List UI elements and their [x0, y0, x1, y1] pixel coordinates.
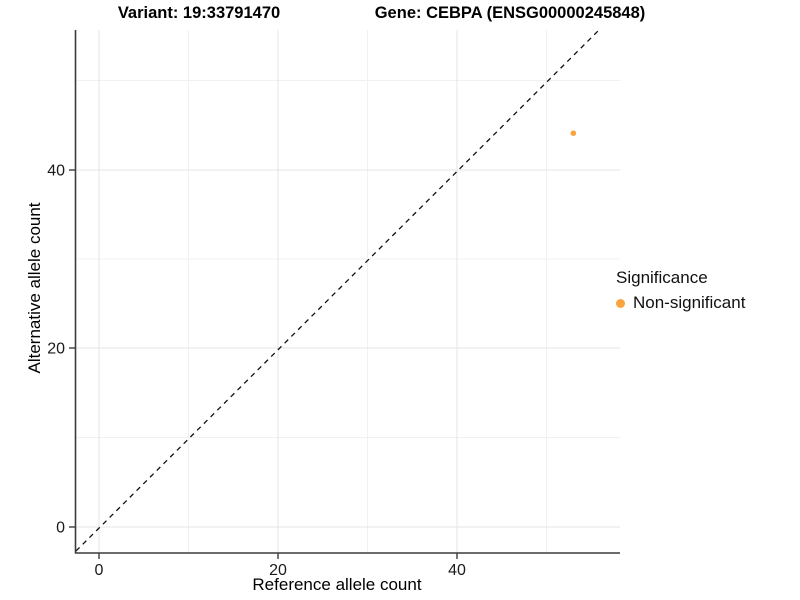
- data-points: [570, 130, 577, 136]
- x-axis-tick-labels: 0 20 40: [95, 562, 466, 579]
- y-tick-label: 0: [56, 520, 65, 537]
- gene-title: Gene: CEBPA (ENSG00000245848): [374, 4, 646, 22]
- legend-title: Significance: [616, 268, 708, 287]
- y-tick-label: 20: [47, 341, 65, 358]
- legend-item-label: Non-significant: [633, 293, 746, 312]
- data-point: [570, 130, 577, 136]
- y-axis-tick-labels: 0 20 40: [47, 163, 65, 537]
- variant-title: Variant: 19:33791470: [117, 4, 281, 22]
- legend-item: Non-significant: [616, 293, 745, 313]
- y-tick-label: 40: [47, 163, 65, 180]
- x-tick-label: 20: [269, 562, 287, 579]
- identity-reference-line: [75, 29, 600, 552]
- axis-tick-marks: [69, 169, 458, 559]
- legend-point-icon: [616, 298, 625, 308]
- y-axis-title: Alternative allele count: [25, 202, 44, 373]
- x-axis-title: Reference allele count: [252, 575, 421, 594]
- x-tick-label: 0: [95, 562, 104, 579]
- x-tick-label: 40: [448, 562, 466, 579]
- legend: Significance Non-significant: [616, 268, 745, 313]
- gridlines-major: [75, 30, 620, 553]
- gridlines-minor: [75, 30, 620, 553]
